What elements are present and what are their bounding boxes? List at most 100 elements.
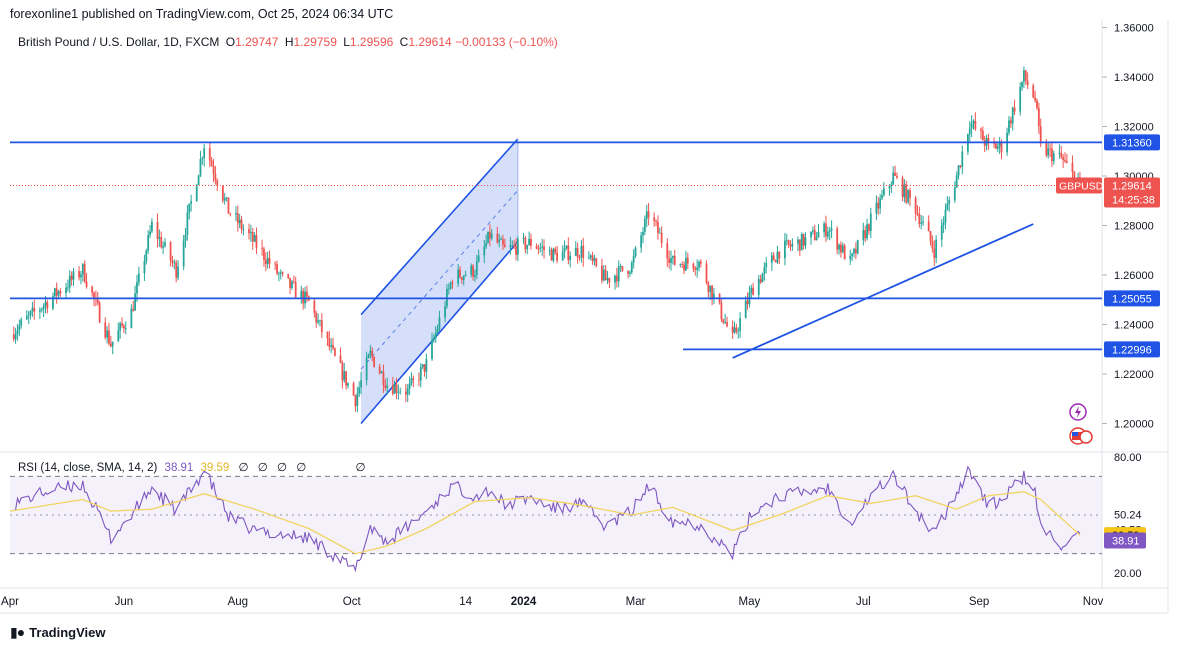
candle-body (65, 287, 67, 294)
candle-body (970, 123, 973, 129)
candle-body (1019, 87, 1022, 112)
candle-body (106, 330, 108, 338)
candle-body (882, 188, 885, 196)
candle-body (823, 223, 826, 233)
candle-body (739, 318, 741, 331)
candle-body (175, 262, 178, 278)
candle-body (606, 278, 609, 281)
candle-body (145, 250, 148, 262)
rsi-legend[interactable]: RSI (14, close, SMA, 14, 2) 38.91 39.59 … (18, 460, 365, 474)
candle-body (382, 371, 385, 386)
candle-body (212, 166, 215, 174)
candle-body (186, 212, 189, 235)
candle-body (371, 350, 374, 357)
candle-body (53, 288, 56, 297)
candle-body (412, 378, 415, 380)
candle-body (645, 211, 648, 219)
candle-body (261, 247, 263, 249)
candle-body (72, 271, 75, 280)
candle-body (251, 232, 254, 242)
price-tick-label: 1.36000 (1114, 23, 1154, 35)
candle-body (657, 222, 659, 234)
candle-body (1036, 100, 1038, 109)
tradingview-brand[interactable]: ▮● TradingView (10, 624, 106, 641)
candle-body (582, 245, 585, 259)
candle-body (647, 211, 650, 218)
candle-body (502, 239, 504, 245)
candle-body (587, 257, 590, 259)
candle-body (772, 255, 775, 261)
support-trendline (732, 223, 1034, 359)
candle-body (802, 234, 805, 246)
candle-body (358, 387, 361, 394)
candle-body (16, 330, 19, 335)
empty-set-glyph: ∅ (296, 462, 307, 474)
candle-body (968, 128, 971, 135)
level-price-tag (1104, 134, 1160, 151)
candle-body (93, 292, 95, 299)
candle-body (595, 258, 598, 266)
candle-body (660, 232, 663, 244)
candle-body (537, 248, 540, 250)
candle-body (31, 307, 34, 312)
candle-body (81, 263, 84, 275)
candle-body (380, 371, 383, 374)
candle-body (447, 288, 450, 290)
candle-body (621, 265, 624, 271)
candle-body (720, 302, 723, 320)
price-tick-label: 1.20000 (1114, 419, 1154, 431)
candle-body (524, 237, 527, 250)
close-value: 1.29614 (408, 35, 452, 49)
channel-fill (361, 138, 518, 424)
rsi-tick-label: 50.24 (1114, 510, 1142, 522)
candle-body (121, 323, 123, 326)
candle-body (535, 245, 538, 249)
candle-body (332, 345, 334, 349)
candle-body (66, 287, 69, 289)
candle-body (894, 172, 896, 176)
candle-body (933, 248, 936, 259)
open-label: O (225, 35, 236, 49)
candle-body (722, 319, 725, 323)
symbol-legend[interactable]: British Pound / U.S. Dollar, 1D, FXCM O1… (18, 35, 558, 49)
candle-body (201, 158, 204, 159)
candle-body (434, 332, 437, 339)
candle-body (632, 255, 635, 263)
candle-body (108, 330, 110, 344)
candle-body (305, 291, 308, 297)
symbol-tag-label: GBPUSD (1059, 181, 1104, 193)
candle-body (149, 231, 151, 236)
candle-body (46, 302, 49, 309)
candle-body (96, 298, 99, 304)
candle-body (423, 364, 426, 372)
candle-body (711, 285, 713, 300)
candle-body (397, 391, 400, 393)
candle-body (404, 391, 407, 395)
time-tick-label: 2024 (511, 596, 537, 608)
candle-body (765, 263, 768, 268)
candle-body (776, 251, 779, 263)
candle-body (302, 290, 305, 304)
current-price-tag (1104, 177, 1160, 208)
candle-body (1023, 70, 1025, 82)
candle-body (487, 231, 489, 243)
candle-body (515, 245, 517, 255)
candle-body (27, 314, 30, 317)
candle-body (815, 237, 818, 240)
countdown-label: 14:25:38 (1112, 195, 1155, 207)
candle-body (1039, 126, 1042, 144)
candle-body (509, 245, 512, 248)
candle-body (268, 257, 271, 264)
candle-body (500, 239, 502, 241)
candle-body (563, 248, 566, 252)
candle-body (474, 274, 476, 277)
candle-body (757, 279, 760, 296)
candle-body (242, 229, 245, 230)
candle-body (292, 281, 295, 283)
candle-body (935, 239, 938, 259)
candle-body (393, 384, 396, 394)
candle-body (670, 258, 672, 263)
candle-body (300, 290, 303, 298)
candle-body (1011, 107, 1014, 124)
